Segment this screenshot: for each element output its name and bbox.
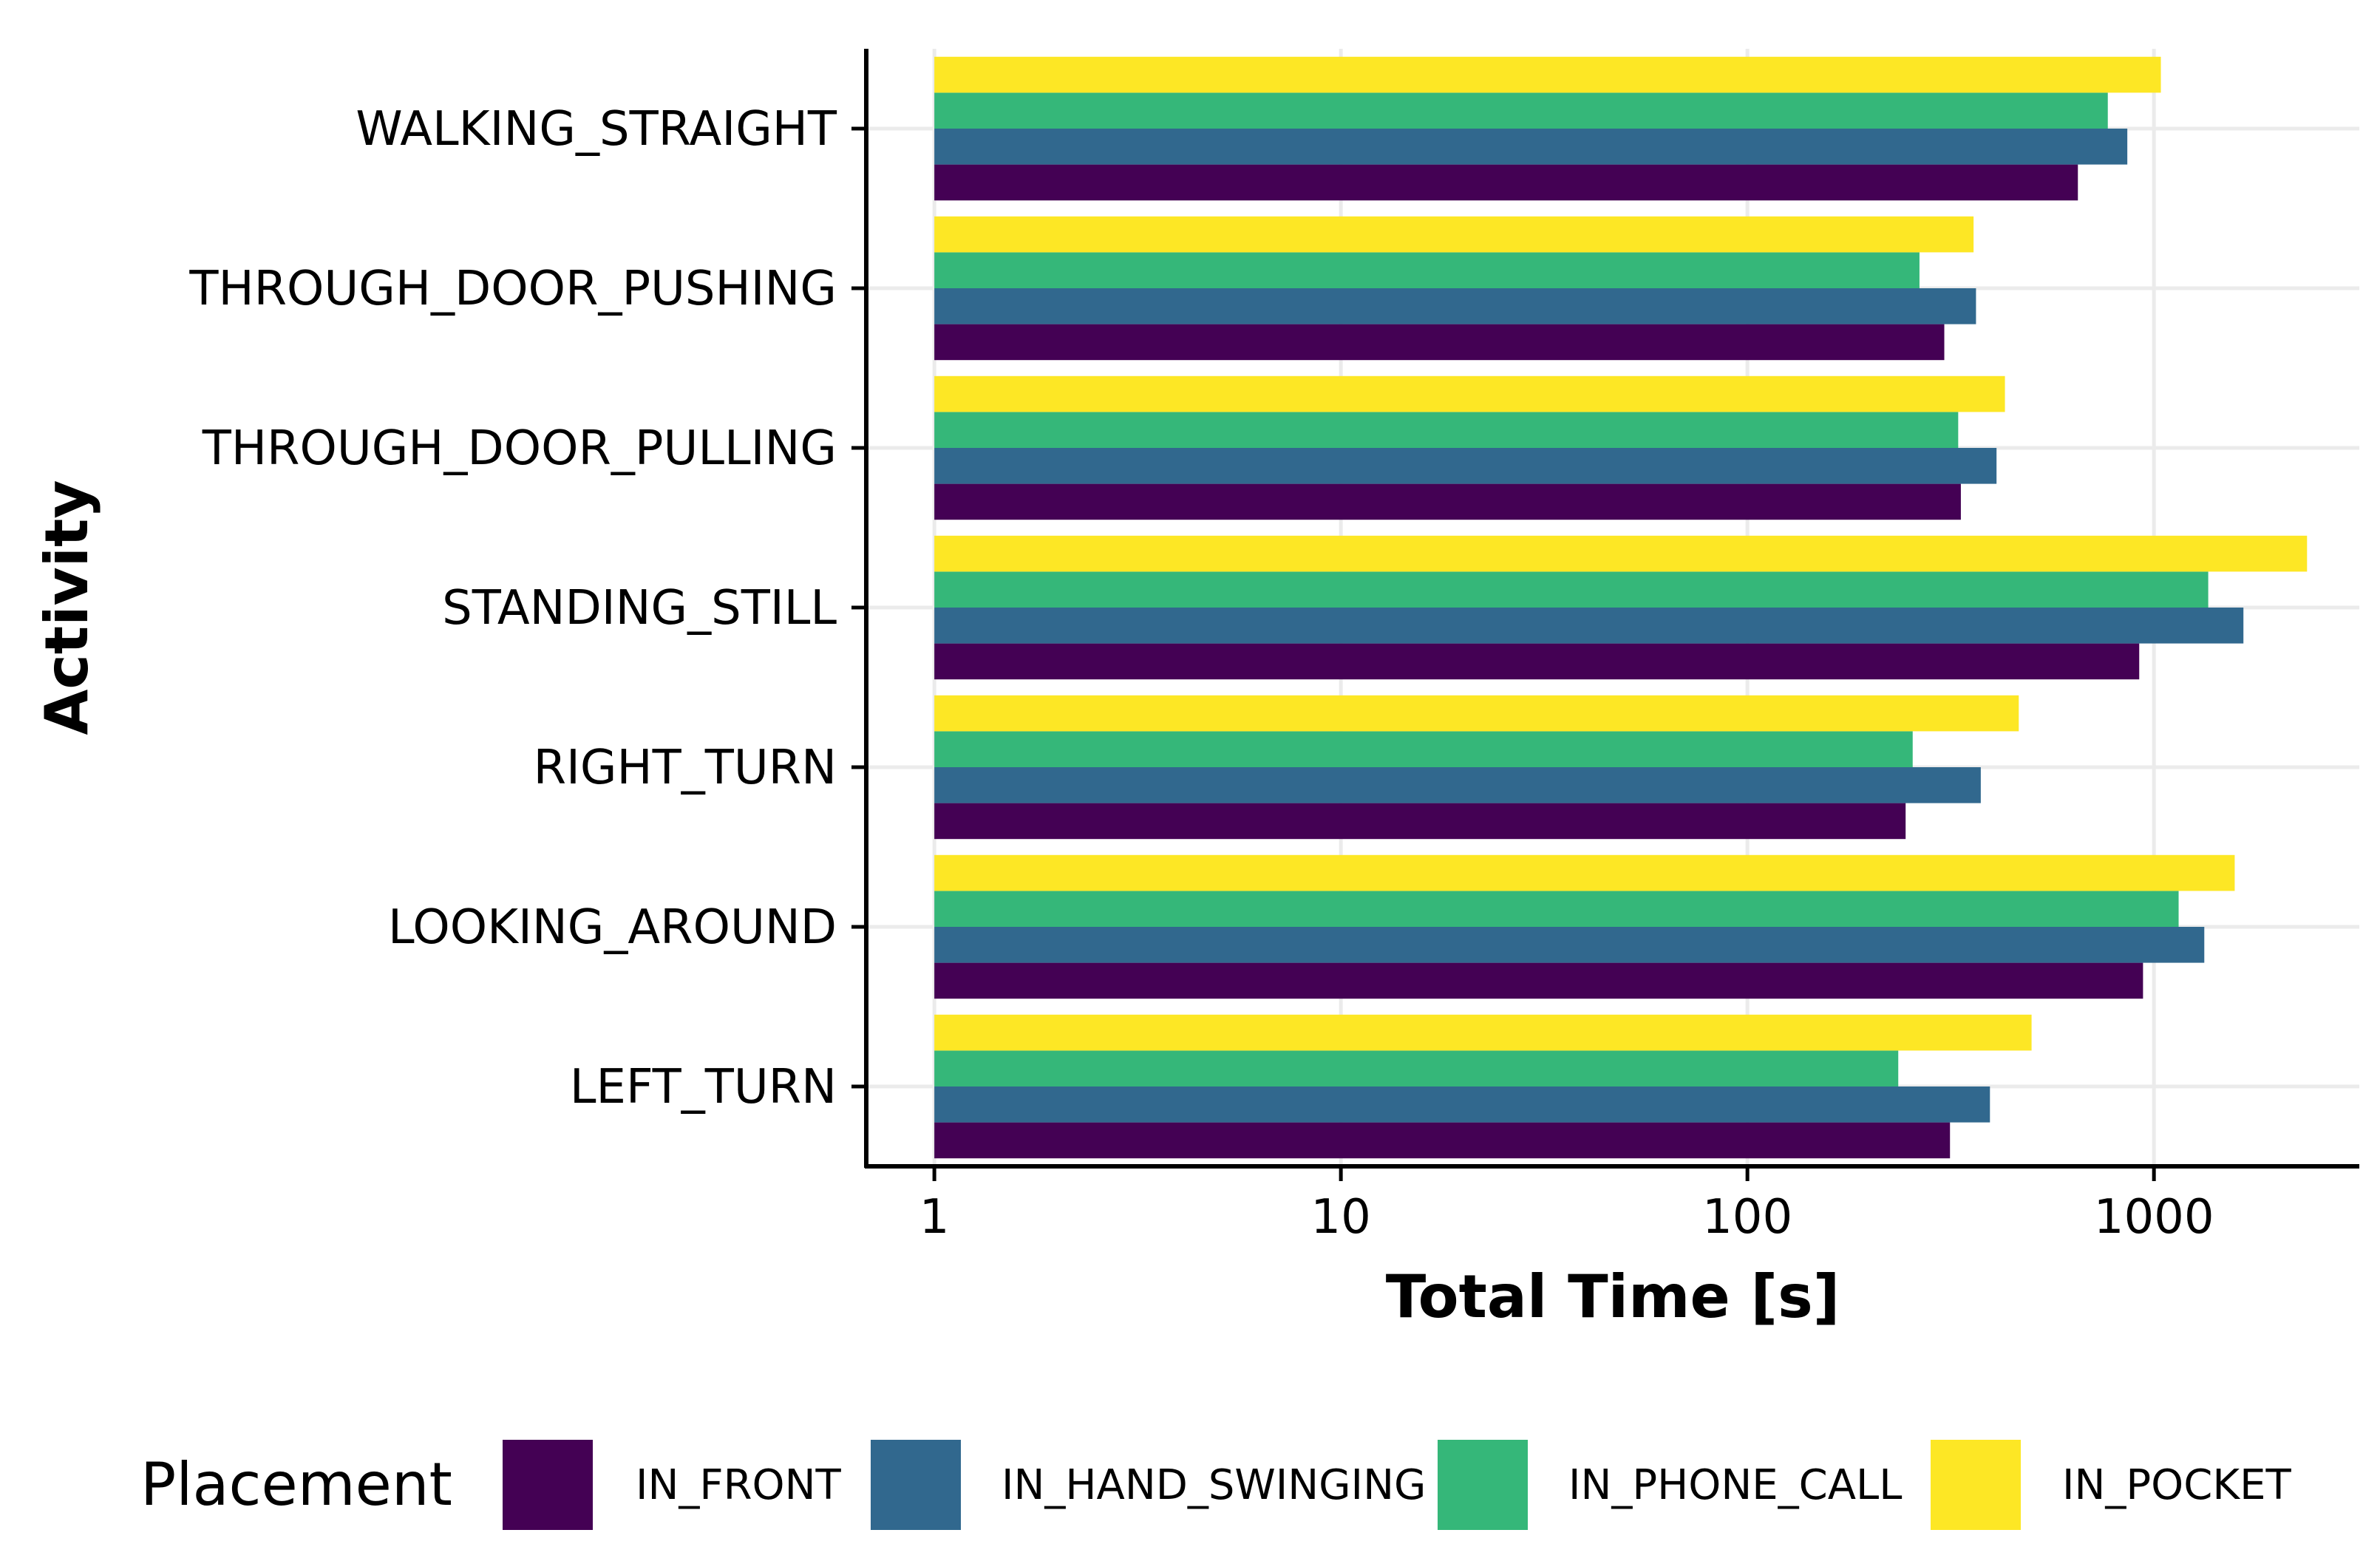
x-tick-label: 10 <box>1310 1190 1370 1245</box>
x-tick-label: 1000 <box>2094 1190 2214 1245</box>
bar <box>934 695 2019 732</box>
y-tick-label: WALKING_STRAIGHT <box>356 102 837 157</box>
bar <box>934 252 1920 288</box>
bar <box>934 1122 1951 1159</box>
y-tick-label: THROUGH_DOOR_PUSHING <box>188 262 837 316</box>
bar <box>934 571 2209 608</box>
legend-key <box>503 1440 593 1530</box>
bar <box>934 1014 2032 1051</box>
y-tick-label: LEFT_TURN <box>570 1060 837 1115</box>
legend-key <box>871 1440 961 1530</box>
y-axis-title: Activity <box>33 480 101 735</box>
bar <box>934 164 2078 201</box>
legend: Placement IN_FRONT IN_HAND_SWINGING IN_PHO… <box>140 1440 2291 1530</box>
bar <box>934 483 1961 520</box>
legend-key <box>1438 1440 1528 1530</box>
legend-label: IN_PHONE_CALL <box>1568 1461 1902 1509</box>
bar <box>934 731 1913 767</box>
legend-key <box>1931 1440 2021 1530</box>
bar <box>934 891 2179 927</box>
ticks: 1 10 100 1000 WALKING_STRAIGHT THROUGH_DOOR_P… <box>188 102 2214 1245</box>
bar <box>934 962 2143 999</box>
bar <box>934 608 2244 644</box>
bar <box>934 854 2235 891</box>
y-tick-label: THROUGH_DOOR_PULLING <box>202 421 837 476</box>
legend-label: IN_HAND_SWINGING <box>1002 1461 1426 1509</box>
bar <box>934 643 2140 680</box>
bar <box>934 927 2205 963</box>
legend-title: Placement <box>140 1450 452 1519</box>
bar <box>934 129 2128 165</box>
bar <box>934 535 2308 572</box>
bar <box>934 767 1981 803</box>
bar <box>934 375 2005 412</box>
bar <box>934 288 1976 324</box>
legend-label: IN_FRONT <box>636 1461 841 1509</box>
bars <box>934 56 2308 1159</box>
bar <box>934 448 1997 484</box>
bar <box>934 1050 1899 1086</box>
bar <box>934 803 1906 840</box>
x-axis-title: Total Time [s] <box>1386 1262 1840 1331</box>
x-tick-label: 1 <box>919 1190 950 1245</box>
legend-label: IN_POCKET <box>2062 1461 2291 1509</box>
bar <box>934 412 1959 448</box>
bar <box>934 56 2161 93</box>
x-tick-label: 100 <box>1702 1190 1792 1245</box>
bar <box>934 324 1945 361</box>
y-tick-label: RIGHT_TURN <box>534 741 837 795</box>
bar <box>934 92 2108 129</box>
y-tick-label: STANDING_STILL <box>442 581 837 636</box>
y-tick-label: LOOKING_AROUND <box>388 900 837 955</box>
bar <box>934 1086 1990 1123</box>
bar <box>934 216 1974 253</box>
